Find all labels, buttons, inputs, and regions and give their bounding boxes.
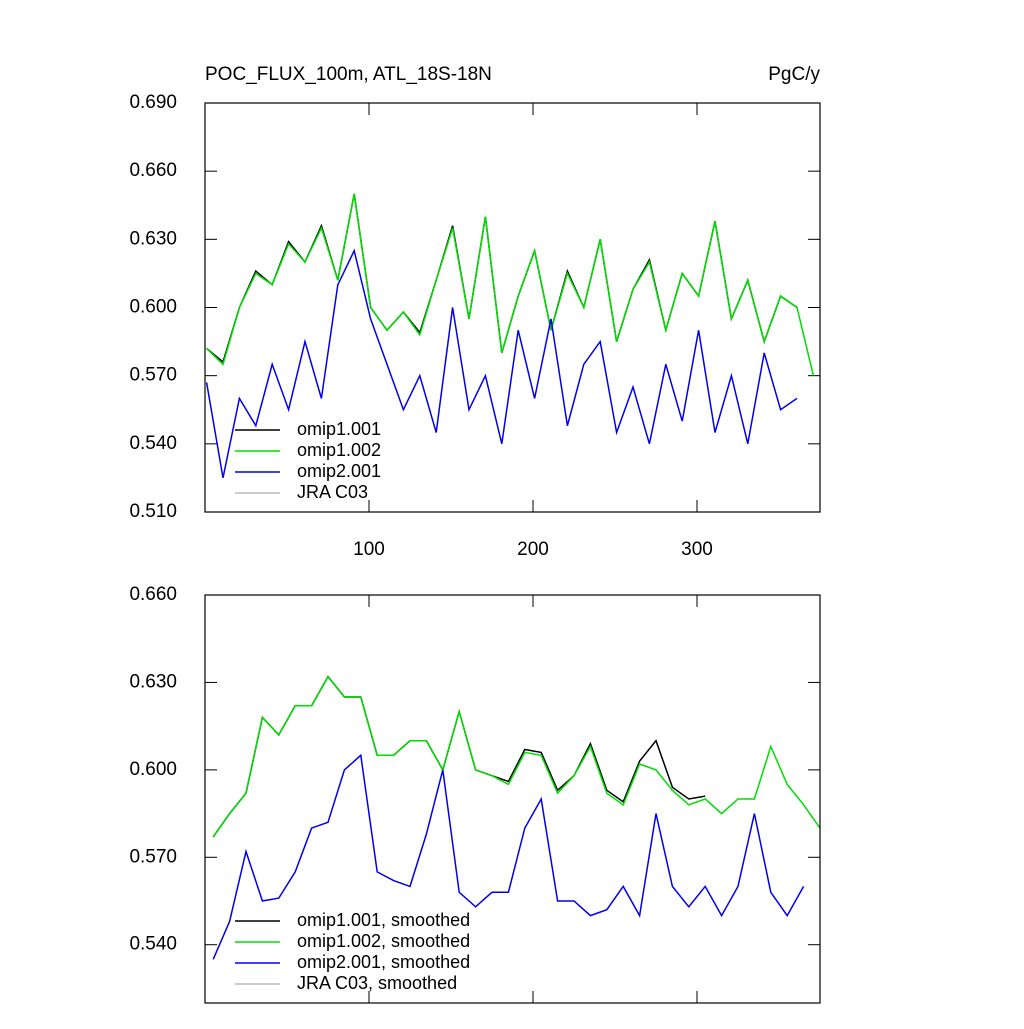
y-tick-label: 0.690 (129, 92, 177, 113)
chart-title: POC_FLUX_100m, ATL_18S-18N (205, 64, 492, 85)
y-tick-label: 0.540 (129, 433, 177, 454)
y-tick-label: 0.600 (129, 297, 177, 318)
y-tick-label: 0.510 (129, 501, 177, 522)
series-line (206, 193, 815, 376)
series-line (212, 675, 706, 838)
x-tick-label: 200 (517, 539, 549, 560)
y-tick-label: 0.630 (129, 671, 177, 692)
legend-label: JRA C03, smoothed (297, 973, 457, 993)
legend-label: JRA C03 (297, 482, 368, 502)
y-tick-label: 0.570 (129, 846, 177, 867)
y-tick-label: 0.660 (129, 584, 177, 605)
y-tick-label: 0.660 (129, 160, 177, 181)
legend-label: omip1.002, smoothed (297, 931, 470, 951)
y-tick-label: 0.630 (129, 228, 177, 249)
units: PgC/y (768, 64, 820, 85)
plot-frame (204, 102, 821, 513)
series-line (212, 753, 805, 960)
x-tick-label: 300 (681, 539, 713, 560)
y-tick-label: 0.600 (129, 759, 177, 780)
series-line (212, 675, 821, 838)
legend-label: omip1.002 (297, 440, 381, 460)
y-tick-label: 0.570 (129, 365, 177, 386)
legend-label: omip1.001 (297, 419, 381, 439)
series-line (205, 248, 798, 479)
series-line (206, 193, 798, 364)
plot-frame (204, 594, 821, 1004)
y-tick-label: 0.540 (129, 934, 177, 955)
x-tick-label: 100 (353, 539, 385, 560)
legend-label: omip2.001 (297, 461, 381, 481)
legend-label: omip1.001, smoothed (297, 910, 470, 930)
legend-label: omip2.001, smoothed (297, 952, 470, 972)
